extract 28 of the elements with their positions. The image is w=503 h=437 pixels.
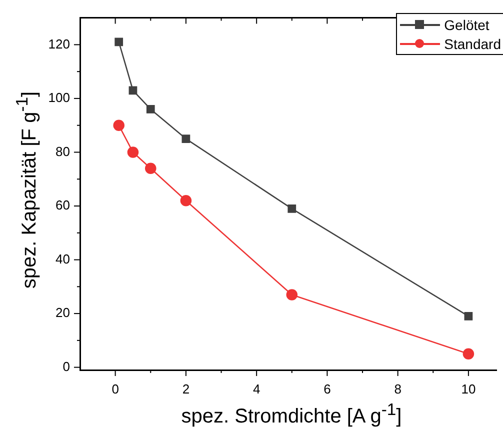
y-tick-label: 20	[56, 305, 70, 320]
x-tick-label: 2	[182, 381, 190, 396]
point	[286, 289, 298, 300]
point	[146, 105, 155, 114]
point	[144, 162, 156, 174]
y-tick-label: 0	[62, 358, 70, 374]
x-tick-label: 8	[394, 381, 402, 396]
point	[180, 194, 192, 206]
x-axis-title: spez. Stromdichte [A g$^{-1}$]	[180, 400, 403, 429]
x-tick-label: 10	[461, 381, 476, 396]
legend-label: Gelötet	[444, 16, 490, 32]
y-tick-label: 80	[56, 144, 70, 159]
point	[182, 134, 190, 143]
point	[113, 120, 124, 131]
legend-label: Standard	[444, 36, 501, 52]
y-tick-label: 100	[48, 90, 70, 106]
point	[462, 348, 474, 360]
x-tick-label: 4	[252, 381, 260, 396]
y-tick-label: 40	[56, 251, 70, 266]
x-tick-label: 0	[112, 381, 119, 396]
y-tick-label: 60	[56, 198, 70, 213]
point	[128, 86, 138, 95]
point	[114, 38, 124, 46]
point	[127, 146, 139, 158]
point	[288, 204, 296, 213]
point	[464, 312, 473, 320]
y-tick-label: 120	[48, 36, 70, 52]
x-tick-label: 6	[324, 381, 331, 396]
